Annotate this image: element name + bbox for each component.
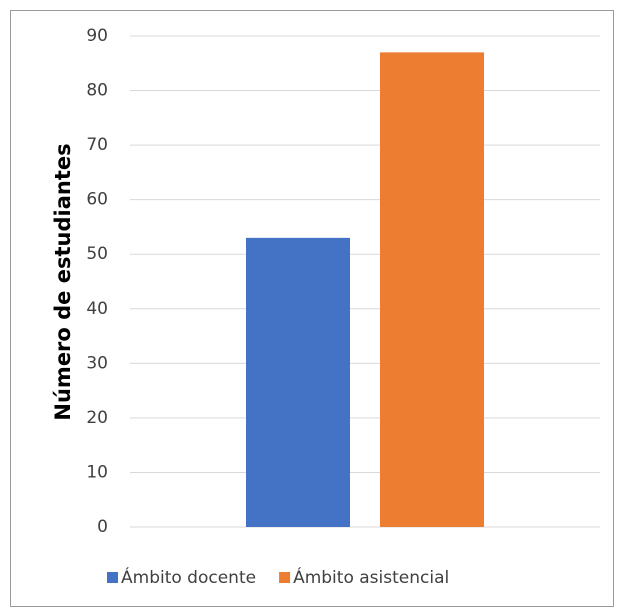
y-tick-label: 80: [86, 81, 108, 101]
y-tick-label: 70: [86, 135, 108, 155]
bar: [380, 52, 484, 527]
y-tick-label: 50: [86, 244, 108, 264]
y-tick-label: 60: [86, 190, 108, 210]
y-tick-label: 10: [86, 462, 108, 482]
y-tick-label: 0: [97, 517, 108, 537]
y-tick-label: 20: [86, 408, 108, 428]
legend-label: Ámbito docente: [121, 566, 256, 588]
bar: [246, 237, 350, 527]
legend-label: Ámbito asistencial: [293, 566, 449, 588]
legend-swatch: [279, 572, 291, 583]
y-tick-label: 30: [86, 353, 108, 373]
legend-swatch: [107, 572, 118, 583]
y-axis-label: Número de estudiantes: [51, 143, 75, 420]
y-tick-label: 40: [86, 299, 108, 319]
y-tick-label: 90: [86, 26, 108, 46]
